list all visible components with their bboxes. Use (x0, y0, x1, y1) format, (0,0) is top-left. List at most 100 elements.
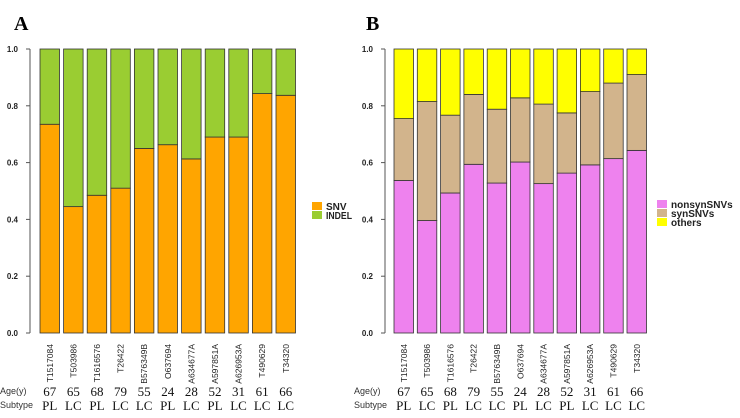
subtype-value: LC (230, 398, 247, 413)
age-value: 24 (161, 384, 175, 399)
x-tick-label: A634677A (539, 344, 549, 384)
x-tick-label: T503986 (68, 344, 78, 378)
bar-snv (63, 206, 84, 334)
age-value: 61 (256, 384, 269, 399)
x-tick-label: T34320 (632, 344, 642, 373)
bar-nonsynsnvs (580, 164, 601, 334)
age-value: 68 (444, 384, 457, 399)
subtype-value: LC (254, 398, 271, 413)
age-row-label: Age(y) (354, 386, 381, 396)
age-value: 31 (232, 384, 245, 399)
y-tick-label: 0.4 (362, 215, 374, 224)
age-value: 65 (67, 384, 80, 399)
y-tick-label: 0.8 (362, 102, 374, 111)
subtype-value: LC (183, 398, 200, 413)
x-tick-label: T26422 (469, 344, 479, 373)
subtype-value: PL (160, 398, 175, 413)
bar-indel (204, 48, 226, 138)
age-value: 28 (537, 384, 550, 399)
bar-others (510, 48, 531, 99)
x-tick-label: T1517084 (399, 344, 409, 383)
subtype-value: LC (277, 398, 294, 413)
bar-others (486, 48, 508, 110)
bar-indel (133, 48, 155, 149)
age-value: 66 (279, 384, 293, 399)
legend-label: SNV (326, 202, 347, 213)
bar-indel (39, 48, 60, 125)
bar-snv (251, 93, 273, 334)
bar-nonsynsnvs (440, 192, 461, 334)
subtype-value: LC (605, 398, 622, 413)
bar-indel (110, 48, 131, 189)
bar-others (440, 48, 461, 116)
bar-nonsynsnvs (393, 180, 414, 334)
bar-synsnvs (626, 74, 647, 151)
age-value: 31 (584, 384, 597, 399)
subtype-value: LC (582, 398, 599, 413)
age-value: 66 (630, 384, 644, 399)
age-value: 61 (607, 384, 620, 399)
bar-synsnvs (393, 118, 414, 181)
bar-indel (157, 48, 178, 146)
y-tick-label: 0.8 (7, 102, 19, 111)
subtype-row-label: Subtype (354, 400, 387, 410)
bar-snv (86, 194, 108, 334)
bar-others (393, 48, 414, 119)
bar-indel (251, 48, 273, 94)
bar-others (603, 48, 624, 84)
bar-synsnvs (463, 94, 484, 165)
x-tick-label: T1517084 (45, 344, 55, 383)
legend-label: synSNVs (671, 209, 715, 220)
subtype-value: LC (419, 398, 436, 413)
bar-nonsynsnvs (626, 149, 647, 334)
bar-snv (204, 136, 226, 334)
subtype-value: PL (396, 398, 411, 413)
bar-others (463, 48, 484, 95)
subtype-value: LC (112, 398, 129, 413)
age-value: 68 (90, 384, 103, 399)
bar-indel (275, 48, 296, 96)
bar-snv (110, 187, 131, 334)
x-tick-label: A626953A (234, 344, 244, 384)
x-tick-label: T490629 (257, 344, 267, 378)
y-tick-label: 0.2 (362, 272, 374, 281)
x-tick-label: O637694 (515, 344, 525, 379)
bar-snv (181, 158, 202, 334)
bar-synsnvs (486, 108, 508, 184)
bar-others (533, 48, 554, 105)
bar-indel (228, 48, 249, 138)
panel-label: B (366, 13, 379, 35)
subtype-value: LC (535, 398, 552, 413)
subtype-value: PL (42, 398, 57, 413)
x-tick-label: A597851A (562, 344, 572, 384)
age-value: 65 (421, 384, 434, 399)
bar-indel (181, 48, 202, 160)
subtype-value: PL (89, 398, 104, 413)
bar-indel (86, 48, 108, 196)
bar-snv (275, 94, 296, 334)
age-value: 67 (43, 384, 57, 399)
y-tick-label: 0.4 (7, 215, 19, 224)
bar-nonsynsnvs (533, 183, 554, 334)
subtype-value: LC (628, 398, 645, 413)
y-tick-label: 1.0 (7, 45, 19, 54)
legend-label: nonsynSNVs (671, 200, 733, 211)
subtype-value: PL (207, 398, 222, 413)
panel-label: A (14, 13, 29, 35)
x-tick-label: A597851A (210, 344, 220, 384)
subtype-value: LC (65, 398, 82, 413)
age-value: 55 (490, 384, 503, 399)
subtype-value: PL (559, 398, 574, 413)
bar-synsnvs (416, 101, 438, 221)
bar-synsnvs (603, 82, 624, 160)
legend-swatch (657, 200, 667, 208)
bar-nonsynsnvs (556, 172, 577, 334)
x-tick-label: T1616576 (92, 344, 102, 383)
age-value: 52 (560, 384, 573, 399)
bar-synsnvs (580, 91, 601, 166)
legend-label: INDEL (326, 211, 352, 222)
x-tick-label: T26422 (116, 344, 126, 373)
bar-others (626, 48, 647, 75)
bar-nonsynsnvs (463, 163, 484, 334)
